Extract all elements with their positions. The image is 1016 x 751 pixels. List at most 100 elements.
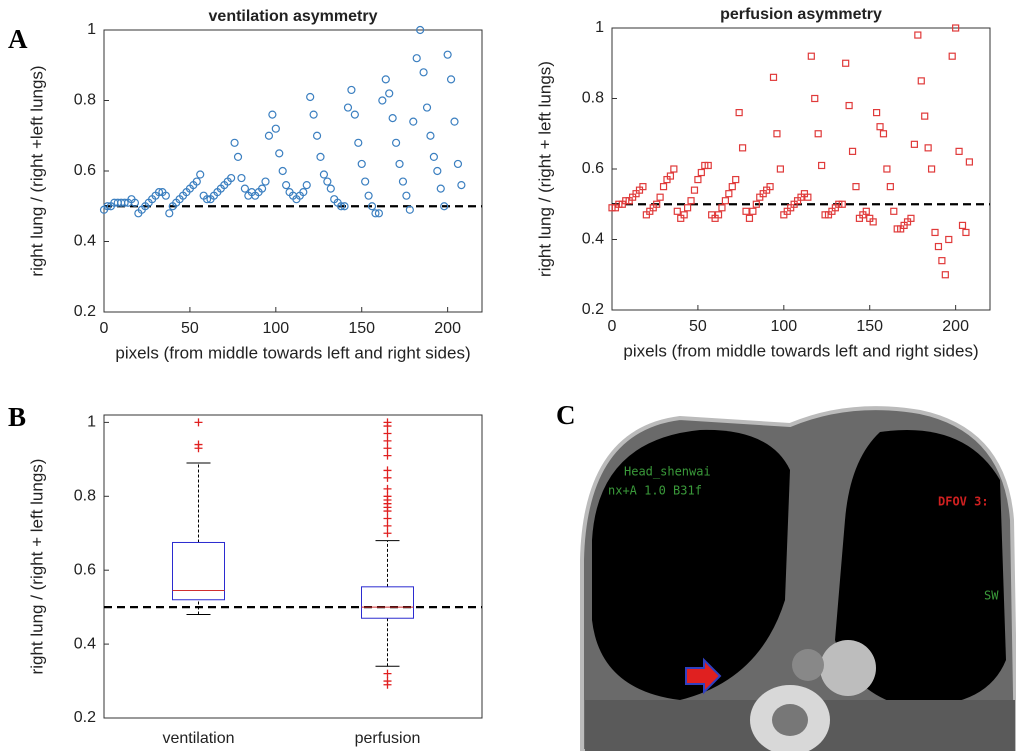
point	[419, 68, 428, 77]
x-axis-label: pixels (from middle towards left and rig…	[623, 341, 978, 360]
x-tick-label: 150	[856, 318, 883, 335]
point	[921, 112, 929, 120]
point	[931, 228, 939, 237]
point	[745, 214, 754, 222]
x-tick-label: 100	[770, 318, 797, 335]
point	[326, 184, 335, 193]
point	[309, 110, 318, 119]
point	[697, 168, 705, 177]
point	[343, 103, 353, 112]
point	[732, 175, 740, 184]
point	[666, 172, 675, 180]
point	[769, 73, 778, 81]
point	[202, 195, 212, 204]
point	[264, 131, 274, 140]
y-tick-label: 1	[87, 414, 96, 431]
point	[879, 130, 888, 138]
point	[337, 202, 346, 211]
y-tick-label: 0.2	[74, 303, 96, 320]
point	[378, 96, 387, 105]
point	[306, 92, 315, 102]
y-tick-label: 0.8	[582, 90, 604, 107]
point	[257, 184, 267, 193]
panel-label: A	[8, 24, 28, 54]
point	[910, 140, 919, 148]
point	[934, 242, 943, 251]
point	[718, 204, 726, 212]
y-axis-label: right lung / (right +left lungs)	[27, 65, 46, 276]
point	[659, 183, 668, 191]
point	[811, 94, 819, 103]
outlier	[383, 466, 392, 475]
panel-label: B	[8, 402, 26, 432]
point	[154, 188, 164, 197]
point	[440, 202, 449, 211]
point	[955, 147, 963, 155]
outlier	[383, 444, 392, 453]
x-tick-label: 0	[100, 320, 109, 337]
point	[848, 147, 857, 155]
y-tick-label: 0.4	[74, 635, 96, 652]
point	[302, 181, 311, 190]
chart-title: ventilation asymmetry	[209, 8, 378, 25]
point	[804, 193, 812, 201]
overlay-text: SW	[984, 589, 999, 603]
point	[886, 183, 894, 191]
point	[690, 186, 699, 194]
outlier	[383, 436, 392, 445]
point	[738, 144, 747, 152]
point	[161, 191, 170, 200]
outlier	[194, 418, 203, 427]
chart-title: perfusion asymmetry	[720, 6, 882, 23]
point	[694, 175, 702, 184]
x-tick-label: 100	[262, 320, 289, 337]
point	[340, 202, 349, 211]
outlier	[383, 429, 392, 438]
point	[639, 183, 647, 191]
point	[227, 173, 236, 183]
point	[268, 110, 277, 119]
x-tick-label: 50	[689, 318, 707, 335]
outlier	[383, 451, 392, 460]
point	[457, 181, 466, 190]
x-tick-label: 0	[608, 318, 617, 335]
ct-image: Head_shenwai nx+A 1.0 B31f DFOV 3: SW	[578, 400, 1016, 751]
point	[735, 108, 743, 117]
point	[965, 158, 973, 166]
point	[776, 165, 784, 173]
point	[845, 101, 853, 110]
point	[656, 193, 664, 201]
point	[914, 31, 922, 39]
x-tick-label: 200	[942, 318, 969, 335]
point	[275, 149, 284, 158]
point	[752, 200, 760, 208]
point	[450, 117, 459, 126]
point	[869, 218, 877, 226]
point	[728, 183, 736, 191]
point	[927, 165, 936, 173]
point	[680, 211, 688, 219]
point	[426, 131, 435, 140]
y-tick-label: 0.4	[74, 233, 96, 250]
point	[350, 110, 359, 119]
point	[773, 130, 781, 138]
point	[721, 197, 730, 205]
y-tick-label: 0.8	[74, 92, 96, 109]
point	[687, 197, 695, 205]
y-tick-label: 1	[87, 21, 96, 38]
outlier	[383, 529, 392, 538]
point	[323, 177, 332, 186]
x-tick-label: 50	[181, 320, 199, 337]
point	[282, 181, 291, 190]
point	[924, 144, 932, 152]
y-tick-label: 1	[595, 19, 604, 36]
point	[103, 202, 112, 211]
point	[120, 198, 129, 207]
point	[412, 54, 421, 63]
x-tick-label: perfusion	[355, 730, 421, 747]
x-tick-label: 150	[348, 320, 375, 337]
point	[278, 166, 287, 176]
point	[312, 131, 322, 140]
outlier	[383, 521, 392, 530]
plot-frame	[103, 414, 483, 719]
